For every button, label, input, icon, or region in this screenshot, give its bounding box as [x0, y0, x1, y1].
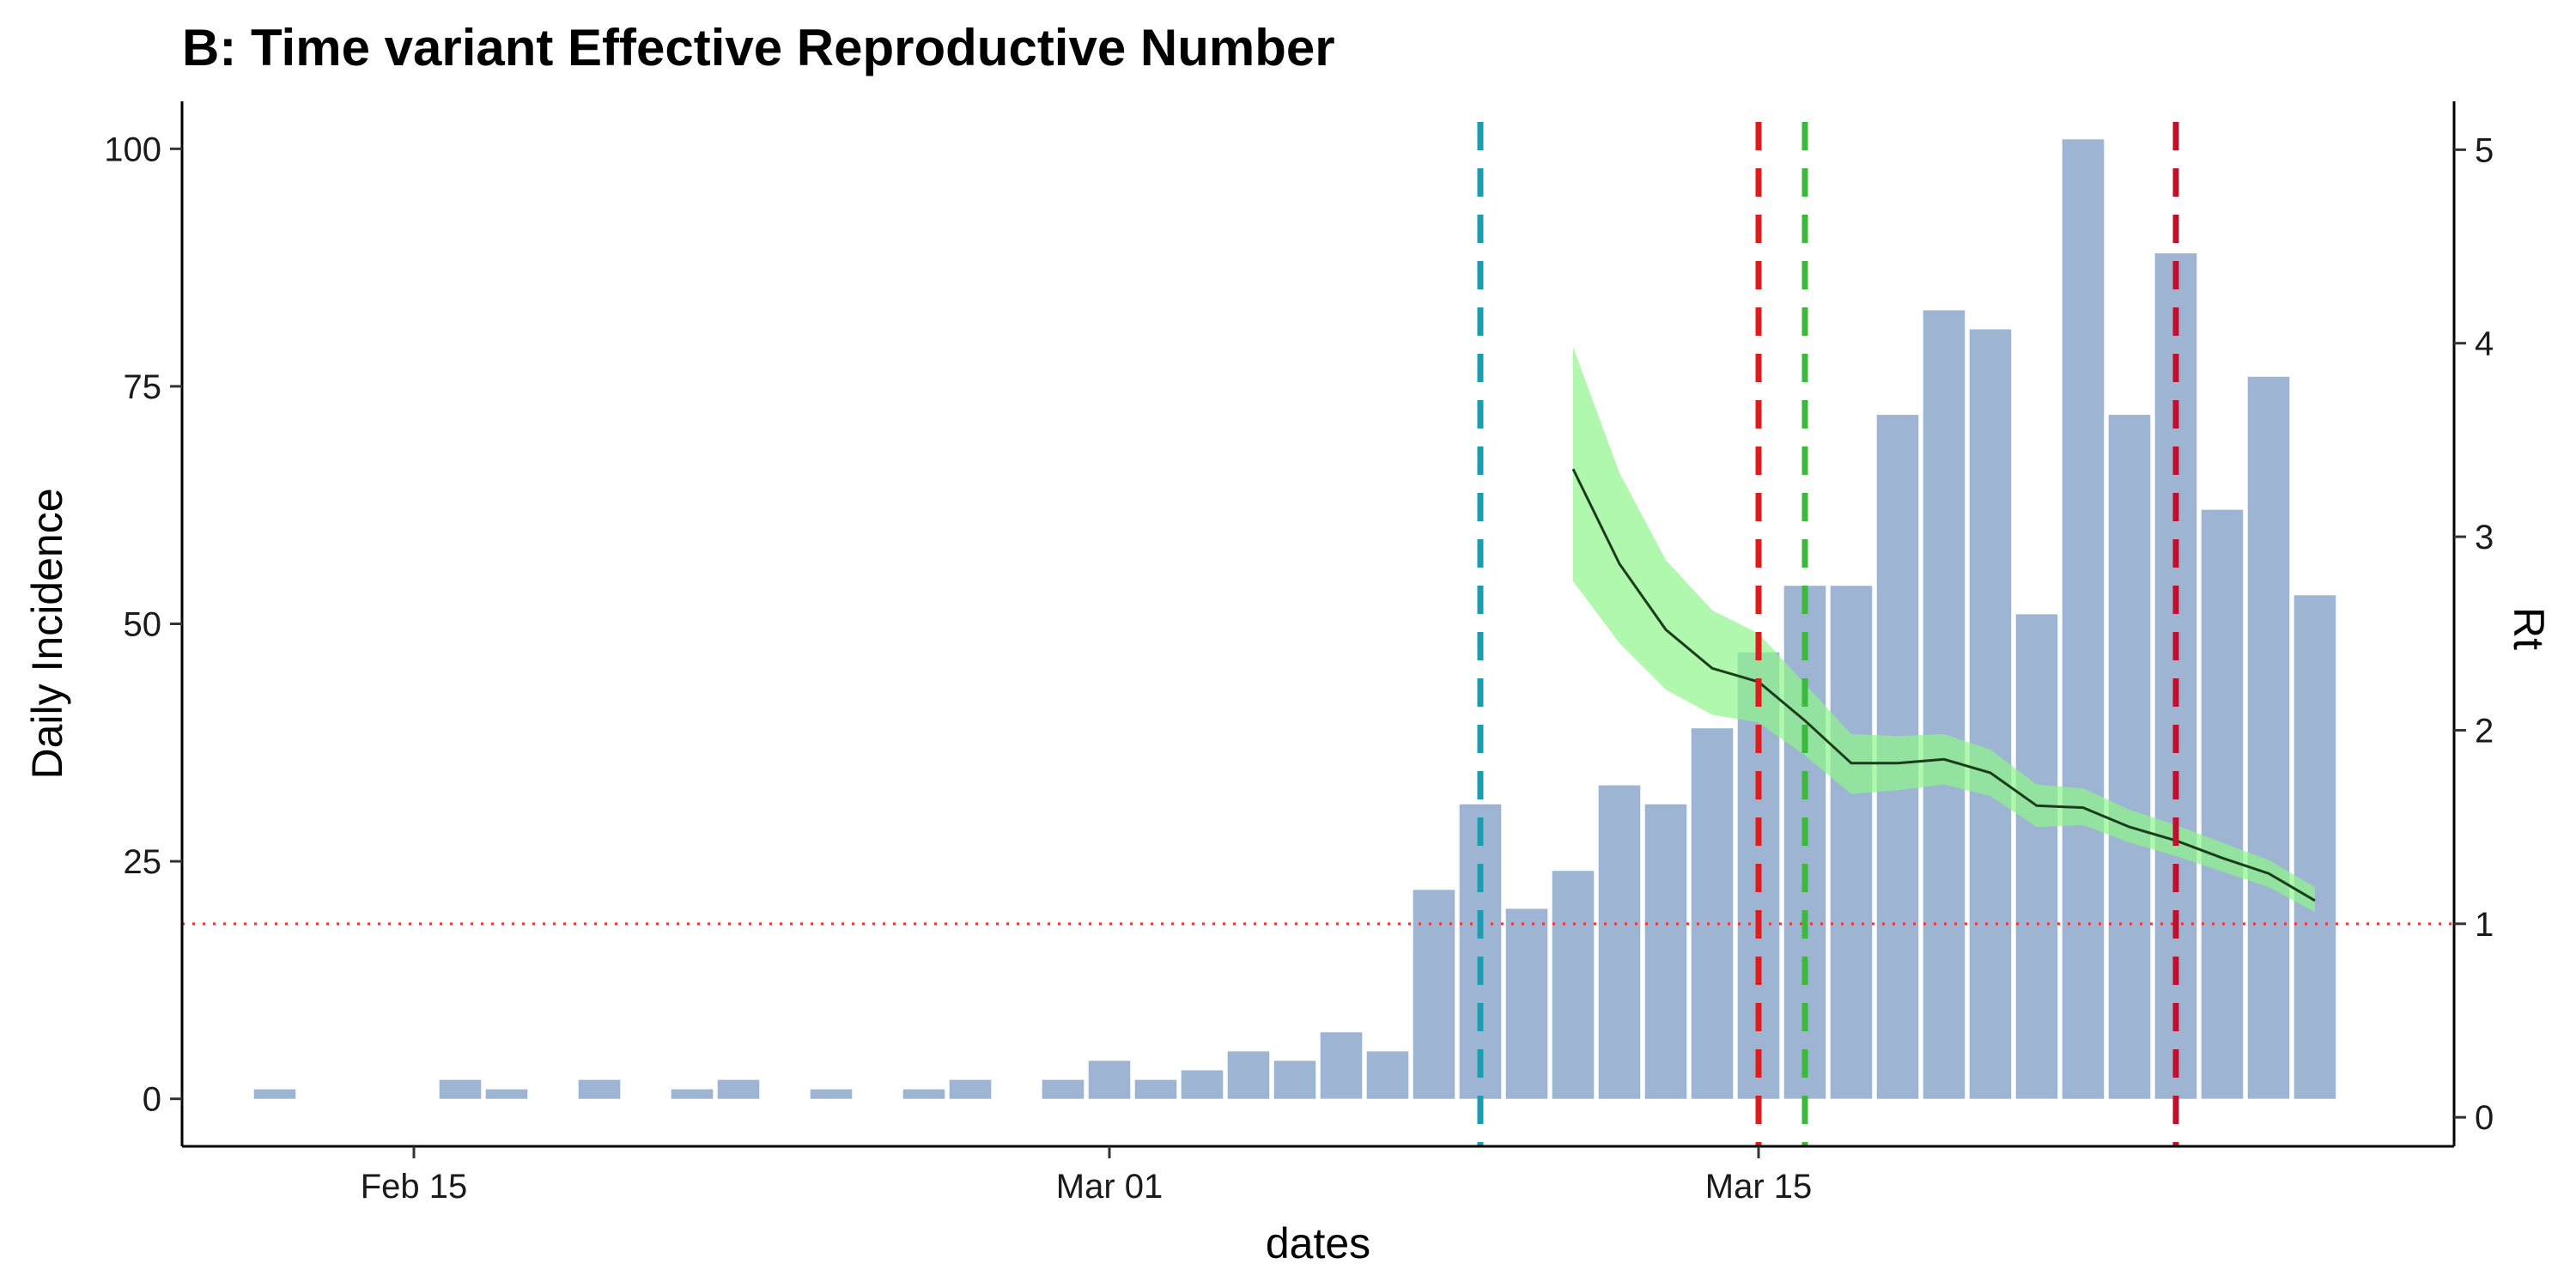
incidence-bar [1923, 310, 1965, 1099]
rt-band-group [1573, 347, 2315, 913]
y-tick-label: 0 [143, 1081, 161, 1119]
incidence-bar [1413, 890, 1455, 1099]
incidence-bar [439, 1079, 482, 1099]
x-tick-label: Mar 15 [1705, 1168, 1813, 1206]
incidence-bar [485, 1089, 528, 1099]
incidence-bar [2062, 139, 2105, 1099]
incidence-bar [253, 1089, 296, 1099]
incidence-bar [1273, 1060, 1316, 1099]
incidence-bar [2247, 376, 2290, 1099]
incidence-bar [949, 1079, 992, 1099]
incidence-bar [2201, 509, 2244, 1099]
y-axis-title: Daily Incidence [23, 488, 71, 779]
y2-tick-label: 5 [2475, 131, 2494, 169]
y2-axis-title: Rt [2505, 607, 2553, 650]
x-tick-label: Feb 15 [361, 1168, 468, 1206]
bars-group [253, 139, 2336, 1099]
rt-line [1571, 468, 2316, 902]
incidence-bar [1366, 1051, 1409, 1099]
y2-ticks-group: 0 1 2 3 4 5 [2454, 131, 2494, 1137]
incidence-bar [1505, 908, 1548, 1099]
incidence-bar [2015, 614, 2058, 1099]
vlines-group [1477, 122, 2179, 1146]
y2-tick-label: 2 [2475, 712, 2494, 750]
incidence-bar [1088, 1060, 1131, 1099]
incidence-bar [1227, 1051, 1270, 1099]
y2-tick-label: 3 [2475, 519, 2494, 556]
chart-title: B: Time variant Effective Reproductive N… [182, 19, 1335, 76]
incidence-bar [902, 1089, 945, 1099]
incidence-bar [2108, 415, 2151, 1099]
incidence-bar [1320, 1032, 1363, 1099]
incidence-bar [671, 1089, 714, 1099]
x-ticks-group: Feb 15 Mar 01 Mar 15 [361, 1146, 1813, 1206]
incidence-bar [2293, 595, 2336, 1099]
y-ticks-group: 0 25 50 75 100 [104, 131, 182, 1119]
incidence-bar [578, 1079, 621, 1099]
incidence-bar [1042, 1079, 1084, 1099]
y-tick-label: 100 [104, 131, 161, 168]
incidence-bar [810, 1089, 853, 1099]
incidence-bar [1134, 1079, 1177, 1099]
incidence-bar [1830, 586, 1873, 1099]
y-tick-label: 75 [124, 368, 162, 406]
incidence-bar [1598, 785, 1641, 1099]
y2-tick-label: 1 [2475, 906, 2494, 944]
y-tick-label: 50 [124, 606, 162, 644]
rt-confidence-band [1573, 347, 2315, 913]
x-axis-title: dates [1266, 1219, 1370, 1267]
incidence-bar [1181, 1070, 1224, 1099]
incidence-bar [717, 1079, 760, 1099]
rt-line-group [1571, 468, 2316, 902]
y2-tick-label: 0 [2475, 1099, 2494, 1137]
y2-tick-label: 4 [2475, 325, 2494, 363]
x-tick-label: Mar 01 [1056, 1168, 1163, 1206]
incidence-bar [1691, 728, 1734, 1099]
incidence-bar [1552, 871, 1595, 1099]
incidence-bar [1644, 804, 1687, 1099]
y-tick-label: 25 [124, 843, 162, 881]
incidence-bar [1969, 329, 2012, 1099]
